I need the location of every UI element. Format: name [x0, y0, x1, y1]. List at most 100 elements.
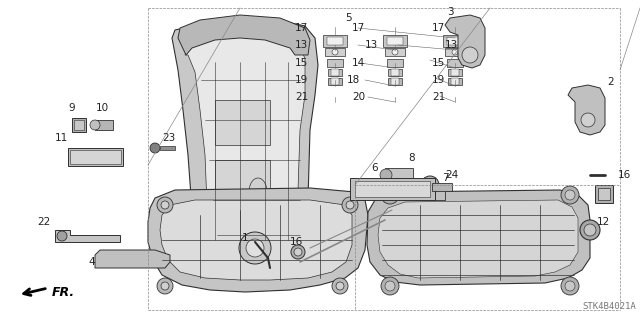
Bar — [72, 118, 86, 132]
Bar — [331, 69, 339, 76]
Circle shape — [346, 201, 354, 209]
Bar — [385, 168, 413, 180]
Circle shape — [57, 231, 67, 241]
Text: 19: 19 — [432, 75, 445, 85]
Circle shape — [381, 186, 399, 204]
Bar — [74, 120, 84, 130]
Text: 14: 14 — [352, 58, 365, 68]
Bar — [447, 59, 463, 67]
Text: 2: 2 — [607, 77, 614, 87]
Bar — [391, 78, 399, 85]
Bar — [387, 59, 403, 67]
Text: 9: 9 — [68, 103, 75, 113]
Bar — [327, 37, 343, 45]
Bar — [388, 69, 402, 76]
Bar — [448, 78, 462, 85]
Bar — [331, 78, 339, 85]
Circle shape — [425, 180, 435, 190]
Text: 13: 13 — [295, 40, 308, 50]
Circle shape — [380, 169, 392, 181]
Circle shape — [342, 197, 358, 213]
Polygon shape — [185, 36, 305, 268]
Circle shape — [421, 176, 439, 194]
Text: 5: 5 — [345, 13, 351, 23]
Circle shape — [392, 49, 398, 55]
Text: 13: 13 — [365, 40, 378, 50]
Bar — [388, 78, 402, 85]
Text: 16: 16 — [618, 170, 631, 180]
Polygon shape — [160, 200, 352, 280]
Text: 6: 6 — [371, 163, 378, 173]
Bar — [68, 148, 123, 166]
Text: 15: 15 — [295, 58, 308, 68]
Ellipse shape — [249, 178, 267, 206]
Circle shape — [580, 220, 600, 240]
Text: 4: 4 — [88, 257, 95, 267]
Bar — [323, 35, 347, 47]
Circle shape — [239, 232, 271, 264]
Circle shape — [291, 245, 305, 259]
Circle shape — [385, 190, 395, 200]
Text: 15: 15 — [432, 58, 445, 68]
Circle shape — [161, 282, 169, 290]
Text: 21: 21 — [432, 92, 445, 102]
Text: 11: 11 — [55, 133, 68, 143]
Circle shape — [157, 197, 173, 213]
Circle shape — [246, 239, 264, 257]
Circle shape — [90, 120, 100, 130]
Text: 18: 18 — [347, 75, 360, 85]
Text: 17: 17 — [432, 23, 445, 33]
Polygon shape — [445, 15, 485, 68]
Bar — [598, 188, 610, 200]
Bar — [595, 185, 613, 203]
Text: 24: 24 — [445, 170, 458, 180]
Bar — [328, 69, 342, 76]
Text: 1: 1 — [241, 233, 248, 243]
Bar — [445, 48, 465, 56]
Bar — [70, 150, 121, 164]
Bar — [387, 37, 403, 45]
Text: 12: 12 — [597, 217, 611, 227]
Text: 7: 7 — [442, 173, 449, 183]
Bar — [391, 69, 399, 76]
Text: 10: 10 — [96, 103, 109, 113]
Text: 20: 20 — [352, 92, 365, 102]
Polygon shape — [367, 190, 590, 285]
Polygon shape — [55, 230, 120, 242]
Circle shape — [561, 186, 579, 204]
Bar — [328, 78, 342, 85]
Circle shape — [561, 277, 579, 295]
Bar — [385, 48, 405, 56]
Bar — [451, 69, 459, 76]
Bar — [215, 160, 270, 200]
Text: 22: 22 — [36, 217, 50, 227]
Bar — [95, 120, 113, 130]
Circle shape — [332, 49, 338, 55]
Bar — [327, 59, 343, 67]
Bar — [240, 215, 270, 240]
Text: STK4B4021A: STK4B4021A — [582, 302, 636, 311]
Text: 19: 19 — [295, 75, 308, 85]
Circle shape — [565, 190, 575, 200]
Circle shape — [581, 113, 595, 127]
Bar — [350, 178, 435, 200]
Circle shape — [294, 248, 302, 256]
Polygon shape — [178, 15, 310, 55]
Bar — [215, 100, 270, 145]
Bar — [447, 37, 463, 45]
Polygon shape — [148, 188, 368, 292]
Text: 23: 23 — [162, 133, 175, 143]
Polygon shape — [95, 250, 170, 268]
Bar — [432, 183, 452, 191]
Text: 3: 3 — [447, 7, 454, 17]
Text: 21: 21 — [295, 92, 308, 102]
Bar — [383, 35, 407, 47]
Bar — [355, 181, 430, 197]
Bar — [443, 35, 467, 47]
Bar — [448, 69, 462, 76]
Circle shape — [381, 277, 399, 295]
Circle shape — [161, 201, 169, 209]
Text: FR.: FR. — [52, 286, 75, 299]
Text: 13: 13 — [445, 40, 458, 50]
Bar — [325, 48, 345, 56]
